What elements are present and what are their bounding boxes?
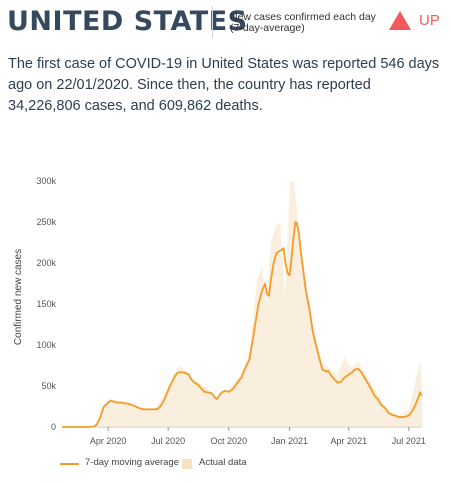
y-tick-label: 50k bbox=[41, 381, 56, 391]
legend-area-label: Actual data bbox=[199, 457, 247, 468]
moving-average-line bbox=[62, 221, 423, 428]
summary-text: The first case of COVID-19 in United Sta… bbox=[8, 56, 440, 114]
y-tick-label: 100k bbox=[36, 340, 56, 350]
y-axis: 0 50k 100k 150k 200k 250k 300k bbox=[36, 176, 56, 432]
metric-description: New cases confirmed each day (7-day-aver… bbox=[230, 12, 380, 34]
x-tick-label: Jan 2021 bbox=[271, 436, 308, 446]
actual-data-area bbox=[62, 181, 422, 427]
trend-label: UP bbox=[419, 12, 440, 29]
x-tick-label: Apr 2020 bbox=[90, 436, 127, 446]
header: UNITED STATES New cases confirmed each d… bbox=[0, 0, 450, 50]
y-tick-label: 0 bbox=[51, 422, 56, 432]
metric-line-2: (7-day-average) bbox=[230, 22, 305, 34]
y-tick-label: 300k bbox=[36, 176, 56, 186]
metric-line-1: New cases confirmed each day bbox=[230, 11, 376, 23]
legend-line-label: 7-day moving average bbox=[85, 457, 179, 468]
legend-area-swatch bbox=[182, 459, 192, 469]
x-axis: Apr 2020 Jul 2020 Oct 2020 Jan 2021 Apr 2021… bbox=[62, 426, 426, 446]
legend-line-swatch bbox=[60, 463, 79, 465]
y-tick-label: 250k bbox=[36, 217, 56, 227]
trend-indicator: UP bbox=[389, 11, 449, 35]
x-tick-label: Oct 2020 bbox=[211, 436, 248, 446]
x-tick-label: Jul 2021 bbox=[392, 436, 426, 446]
header-divider bbox=[212, 6, 213, 38]
triangle-up-icon bbox=[389, 11, 411, 30]
cases-chart: 0 50k 100k 150k 200k 250k 300k Apr 2020 Jul 202… bbox=[13, 176, 426, 446]
x-tick-label: Jul 2020 bbox=[151, 436, 185, 446]
country-title: UNITED STATES bbox=[7, 6, 248, 37]
x-tick-label: Apr 2021 bbox=[331, 436, 368, 446]
y-axis-label: Confirmed new cases bbox=[13, 249, 24, 345]
y-tick-label: 200k bbox=[36, 258, 56, 268]
y-tick-label: 150k bbox=[36, 299, 56, 309]
